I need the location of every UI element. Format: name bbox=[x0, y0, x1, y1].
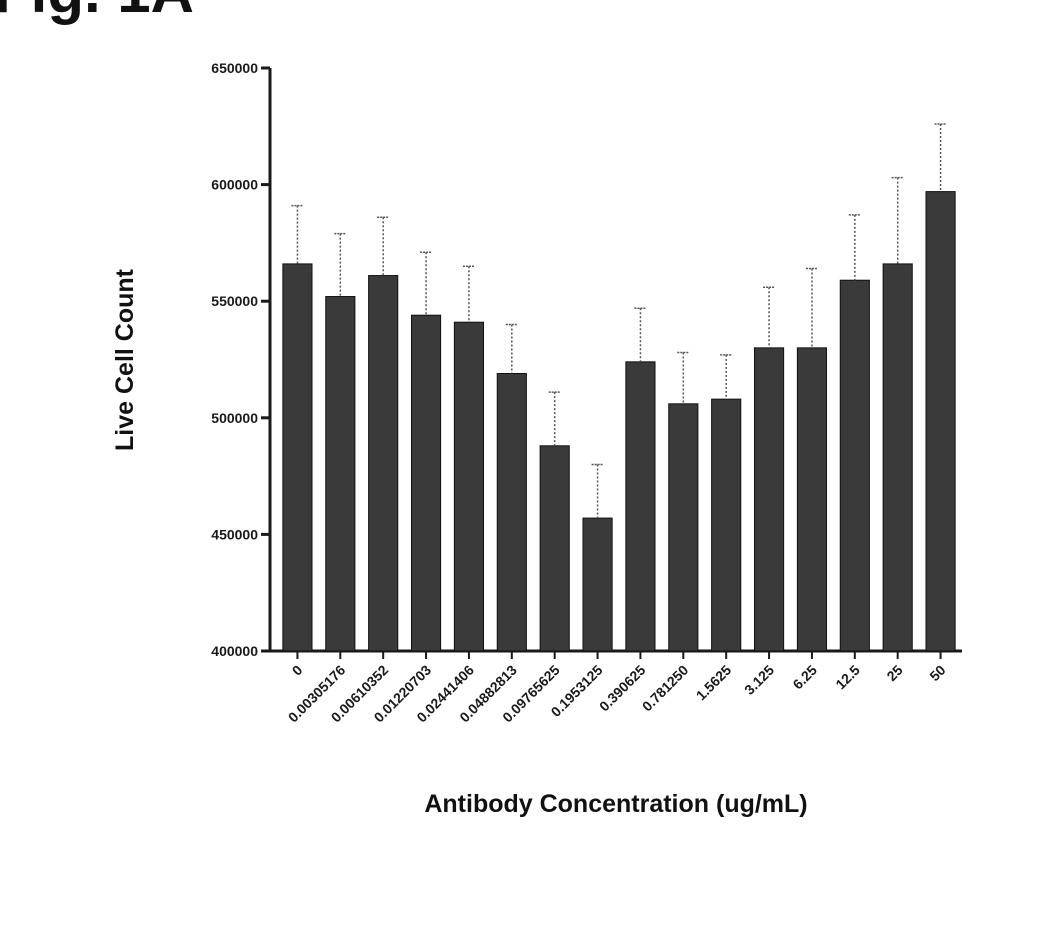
error-bar bbox=[420, 252, 432, 315]
bar bbox=[712, 399, 741, 651]
x-axis bbox=[270, 651, 962, 659]
error-bar bbox=[549, 392, 561, 446]
x-tick-label: 6.25 bbox=[789, 662, 820, 693]
x-tick-label: 1.5625 bbox=[693, 662, 735, 704]
error-bar bbox=[677, 353, 689, 404]
error-bar bbox=[377, 217, 389, 275]
error-bar bbox=[892, 178, 904, 264]
error-bar bbox=[763, 287, 775, 348]
x-tick-label: 0.781250 bbox=[639, 662, 692, 715]
x-tick-label: 25 bbox=[883, 662, 905, 684]
x-tick-label: 0 bbox=[289, 662, 306, 679]
error-bar bbox=[849, 215, 861, 280]
bar bbox=[840, 280, 869, 651]
bar bbox=[926, 192, 955, 651]
error-bar bbox=[935, 124, 947, 192]
error-bar bbox=[720, 355, 732, 399]
y-tick-label: 500000 bbox=[211, 410, 258, 426]
x-tick-label: 12.5 bbox=[832, 662, 863, 693]
error-bar bbox=[634, 308, 646, 362]
error-bar bbox=[506, 325, 518, 374]
error-bar bbox=[334, 234, 346, 297]
bar bbox=[369, 276, 398, 651]
y-tick-label: 600000 bbox=[211, 177, 258, 193]
x-axis-title: Antibody Concentration (ug/mL) bbox=[424, 790, 807, 818]
bar bbox=[626, 362, 655, 651]
x-tick-label: 3.125 bbox=[741, 662, 777, 698]
y-tick-label: 550000 bbox=[211, 293, 258, 309]
bar bbox=[883, 264, 912, 651]
x-tick-label: 0.390625 bbox=[596, 662, 649, 715]
bar bbox=[454, 322, 483, 651]
bar bbox=[540, 446, 569, 651]
bar bbox=[754, 348, 783, 651]
x-tick-labels: 00.003051760.006103520.012207030.0244140… bbox=[285, 662, 949, 726]
bar bbox=[583, 518, 612, 651]
error-bar bbox=[806, 269, 818, 348]
error-bar bbox=[291, 206, 303, 264]
bar bbox=[669, 404, 698, 651]
error-bar bbox=[592, 464, 604, 518]
bar bbox=[283, 264, 312, 651]
error-bar bbox=[463, 266, 475, 322]
y-axis: 400000 450000 500000 550000 600000 650000 bbox=[211, 60, 270, 659]
bar bbox=[411, 315, 440, 651]
y-axis-title: Live Cell Count bbox=[111, 268, 139, 451]
bar bbox=[497, 373, 526, 651]
y-tick-label: 650000 bbox=[211, 60, 258, 76]
figure-label: Fig. 1A bbox=[0, 0, 194, 25]
y-tick-label: 400000 bbox=[211, 643, 258, 659]
bar bbox=[326, 297, 355, 651]
y-tick-label: 450000 bbox=[211, 526, 258, 542]
bar bbox=[797, 348, 826, 651]
x-tick-label: 50 bbox=[926, 662, 948, 684]
